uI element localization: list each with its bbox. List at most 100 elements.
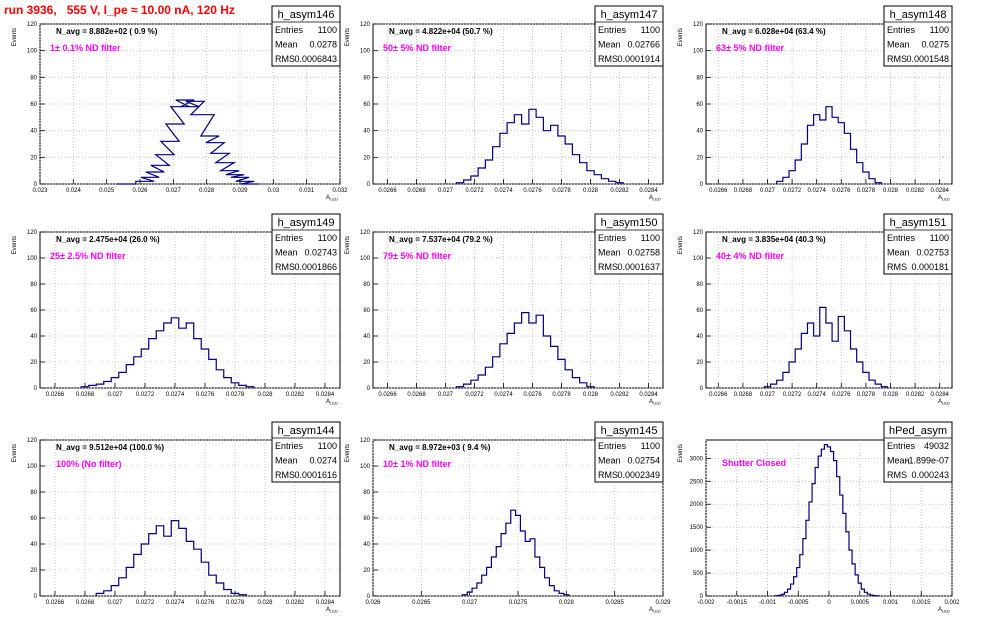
x-axis-label-subscript: LED <box>330 197 338 202</box>
x-tick-label: 0.0282 <box>286 392 305 398</box>
histogram-bin <box>834 461 837 596</box>
histogram-bin <box>869 380 875 388</box>
histogram-bin <box>543 336 550 388</box>
x-axis-label: ALED <box>649 607 661 614</box>
x-tick-label: 0 <box>827 600 831 606</box>
y-tick-label: 80 <box>30 75 37 81</box>
y-tick-label: 60 <box>30 516 37 522</box>
histogram-bin <box>826 323 832 388</box>
histogram-bin <box>119 578 127 596</box>
stats-value: 0.0002349 <box>617 470 660 480</box>
x-tick-label: -0.001 <box>759 600 777 606</box>
histogram-bin <box>565 144 572 184</box>
stats-box: hPed_asym Entries 49032 Mean-1.899e-07 RMS 0.… <box>883 421 953 483</box>
x-tick-label: 0.027 <box>107 600 123 606</box>
y-tick-label: 60 <box>696 308 703 314</box>
stats-label: Mean <box>598 248 621 258</box>
x-tick-label: 0.0274 <box>494 392 513 398</box>
y-tick-label: 0 <box>34 594 38 600</box>
histogram-name: h_asym148 <box>890 9 947 21</box>
y-axis-label: Events <box>678 444 684 462</box>
histogram-bin <box>179 328 187 388</box>
histogram-bin <box>478 375 485 388</box>
y-tick-label: 1500 <box>690 525 704 531</box>
histogram-bin <box>818 456 821 596</box>
histogram-series <box>763 306 889 388</box>
stats-value: 0.02743 <box>304 248 337 258</box>
histogram-panel-h_asym147: 0.0266 0.0268 0.027 0.0272 0.0274 0.0276 0.027… <box>345 5 664 202</box>
stats-label: Entries <box>887 441 916 451</box>
x-axis-label-subscript: LED <box>653 197 661 202</box>
x-tick-label: 0.0284 <box>931 188 950 194</box>
y-tick-label: 40 <box>30 334 37 340</box>
y-tick-label: 0 <box>367 182 371 188</box>
histogram-bin <box>787 589 790 596</box>
histogram-bin <box>194 549 202 596</box>
x-tick-label: 0.03 <box>267 188 279 194</box>
histogram-bin <box>794 577 797 596</box>
histogram-bin <box>96 593 104 596</box>
stats-label: RMS <box>275 262 295 272</box>
x-tick-label: -0.0005 <box>788 600 809 606</box>
x-tick-label: 0.0272 <box>136 600 155 606</box>
histogram-bin <box>875 183 881 184</box>
y-axis-label: Events <box>678 28 684 46</box>
histogram-bin <box>493 147 500 184</box>
histogram-bin <box>857 163 863 184</box>
histogram-bin <box>485 160 492 184</box>
histogram-name: h_asym151 <box>890 217 947 229</box>
histogram-bin <box>789 171 795 184</box>
filter-label: 50± 5% ND filter <box>383 43 451 53</box>
histogram-bin <box>111 586 119 596</box>
y-tick-label: 0 <box>34 182 38 188</box>
y-tick-label: 40 <box>696 334 703 340</box>
histogram-bin <box>514 323 521 388</box>
histogram-bin <box>806 520 809 596</box>
histogram-bin <box>134 357 142 388</box>
navg-text: N_avg = 9.512e+04 (100.0 %) <box>56 443 164 452</box>
stats-label: RMS <box>887 470 907 480</box>
x-tick-label: 0.029 <box>655 600 671 606</box>
x-tick-label: 0.001 <box>883 600 899 606</box>
histogram-bin <box>186 541 194 596</box>
histogram-bin <box>529 323 536 388</box>
histogram-bin <box>164 536 172 596</box>
y-tick-label: 100 <box>360 464 371 470</box>
histogram-bin <box>580 383 587 388</box>
y-tick-label: 120 <box>27 230 38 236</box>
y-tick-label: 3000 <box>690 456 704 462</box>
navg-text: N_avg = 8.882e+02 ( 0.9 %) <box>56 27 158 36</box>
y-axis-label: Events <box>345 236 351 254</box>
y-tick-label: 0 <box>367 386 371 392</box>
histogram-bin <box>81 387 89 388</box>
histogram-bin <box>807 323 813 388</box>
histogram-bin <box>516 515 521 596</box>
histogram-bin <box>456 183 463 184</box>
stats-value: 0.0001866 <box>294 262 337 272</box>
x-tick-label: 0.0272 <box>465 392 484 398</box>
histogram-bin <box>791 584 794 596</box>
histogram-bin <box>530 539 535 596</box>
histogram-bin <box>164 323 172 388</box>
stats-value: 1100 <box>318 25 337 35</box>
x-tick-label: 0.0266 <box>378 188 397 194</box>
stats-label: Mean <box>275 40 298 50</box>
x-tick-label: 0.031 <box>299 188 315 194</box>
y-tick-label: 20 <box>30 360 37 366</box>
histogram-bin <box>487 567 492 596</box>
histogram-bin <box>201 349 209 388</box>
histogram-bin <box>858 583 861 596</box>
histogram-bin <box>616 183 623 184</box>
y-tick-label: 120 <box>693 230 704 236</box>
stats-box-frame <box>883 421 953 483</box>
histogram-bin <box>507 333 514 388</box>
stats-box: h_asym146 Entries 1100 Mean 0.0278 RMS 0.00068… <box>271 5 341 67</box>
navg-text: N_avg = 3.835e+04 (40.3 %) <box>722 235 826 244</box>
y-tick-label: 60 <box>30 102 37 108</box>
y-tick-label: 40 <box>30 542 37 548</box>
histogram-bin <box>464 180 471 184</box>
y-axis-label: Events <box>12 236 18 254</box>
histogram-bin <box>601 179 608 184</box>
histogram-bin <box>609 181 616 184</box>
histogram-bin <box>216 583 224 596</box>
